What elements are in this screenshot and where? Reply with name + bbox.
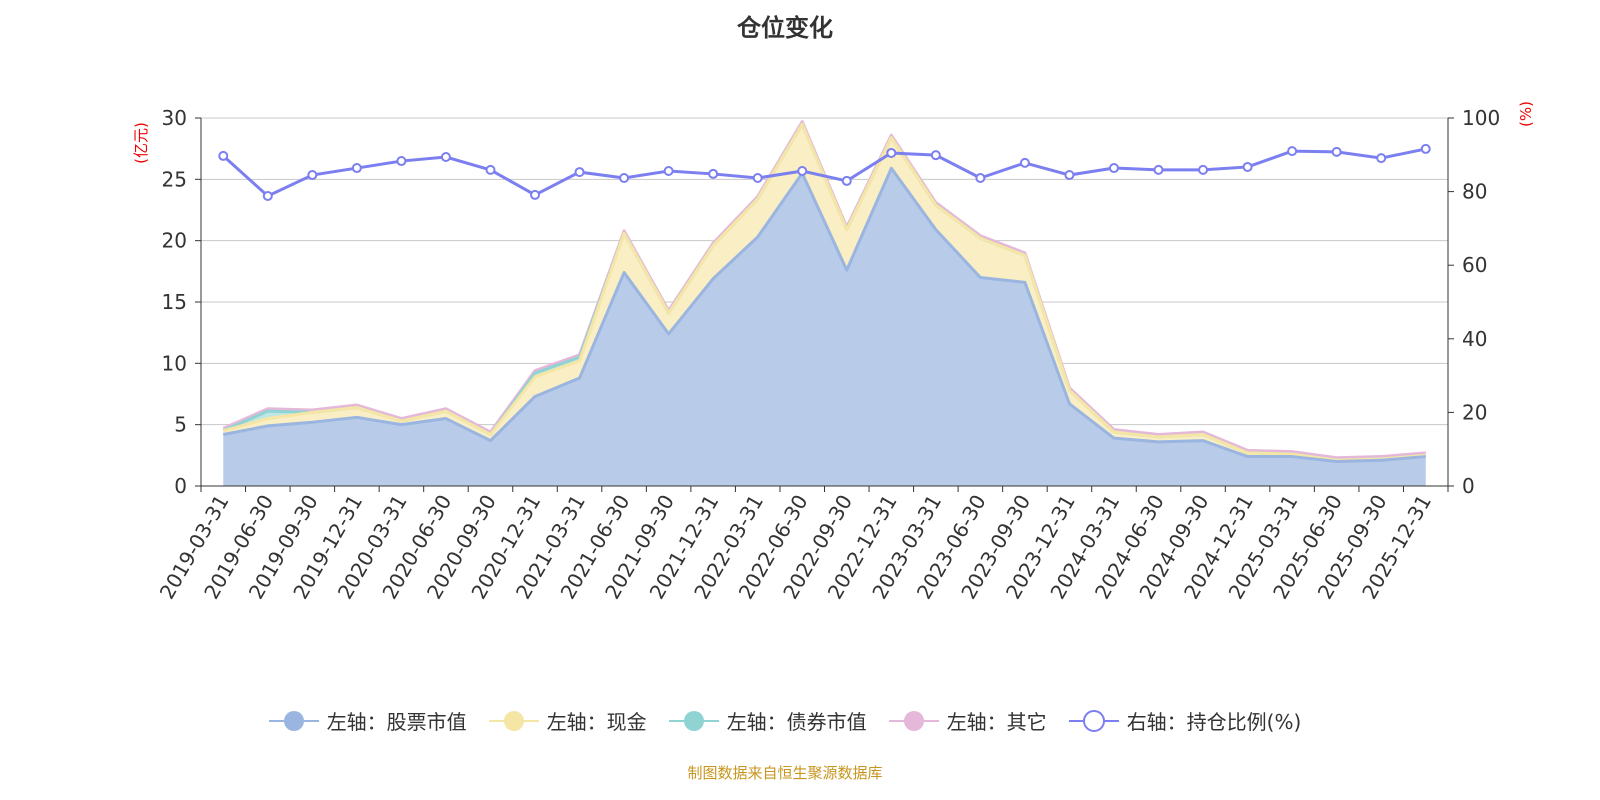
legend-marker-icon [888,710,939,731]
right-axis-label: (%) [1517,101,1535,127]
left-axis-tick-label: 20 [162,229,187,253]
series-line-左轴：股票市值 [222,166,1426,463]
ratio-point [1331,146,1342,157]
series-line-ratio [222,147,1427,198]
ratio-point [1287,146,1298,157]
ratio-point [218,150,229,161]
ratio-point [886,147,897,158]
ratio-point [396,156,407,167]
legend-item[interactable]: 左轴：债券市值 [668,706,867,735]
legend-label: 左轴：其它 [946,710,1047,734]
left-axis-label: (亿元) [132,122,150,164]
left-axis-tick-label: 10 [162,351,187,375]
ratio-point [797,165,808,176]
area-左轴：现金 [223,124,1426,462]
legend-marker-icon [488,710,539,731]
ratio-point [574,167,585,178]
ratio-point [752,172,763,183]
right-axis-tick-label: 20 [1462,400,1487,424]
ratio-point [307,170,318,181]
legend: 左轴：股票市值 左轴：现金 左轴：债券市值 左轴：其它 右轴：持仓比例(%) [0,706,1570,735]
legend-label: 左轴：现金 [546,710,647,734]
ratio-point [663,165,674,176]
ratio-point [1108,163,1119,174]
ratio-point [262,191,273,202]
ratio-point [1420,143,1431,154]
legend-label: 左轴：股票市值 [326,710,467,734]
ratio-point [1064,170,1075,181]
right-axis-tick-label: 100 [1462,106,1500,130]
legend-marker-icon [668,710,719,731]
legend-item[interactable]: 左轴：现金 [488,706,647,735]
left-axis-tick-label: 30 [162,106,187,130]
right-axis-tick-label: 60 [1462,253,1487,277]
left-axis-tick-label: 15 [162,290,187,314]
legend-marker-icon [268,710,319,731]
ratio-point [351,163,362,174]
ratio-point [440,152,451,163]
legend-item[interactable]: 左轴：其它 [888,706,1047,735]
area-左轴：股票市值 [223,168,1426,486]
ratio-point [485,164,496,175]
ratio-point [530,189,541,200]
ratio-point [1198,164,1209,175]
left-axis-tick-label: 0 [174,474,187,498]
ratio-point [1019,157,1030,168]
left-axis-tick-label: 25 [162,167,187,191]
right-axis-tick-label: 0 [1462,474,1475,498]
chart-title: 仓位变化 [737,14,833,42]
ratio-point [1242,161,1253,172]
ratio-point [1376,153,1387,164]
ratio-point [1153,164,1164,175]
right-axis-tick-label: 80 [1462,180,1487,204]
ratio-point [930,150,941,161]
legend-label: 右轴：持仓比例(%) [1126,710,1302,734]
source-footer: 制图数据来自恒生聚源数据库 [687,764,883,782]
ratio-point [708,168,719,179]
left-axis-tick-label: 5 [174,413,187,437]
chart-canvas: 051015202530020406080100(亿元)(%)2019-03-3… [132,101,1535,603]
legend-item[interactable]: 左轴：股票市值 [268,706,467,735]
legend-item[interactable]: 右轴：持仓比例(%) [1068,706,1302,735]
ratio-point [619,172,630,183]
ratio-point [841,175,852,186]
right-axis-tick-label: 40 [1462,327,1487,351]
legend-label: 左轴：债券市值 [726,710,867,734]
legend-marker-icon [1068,709,1119,732]
ratio-point [975,172,986,183]
